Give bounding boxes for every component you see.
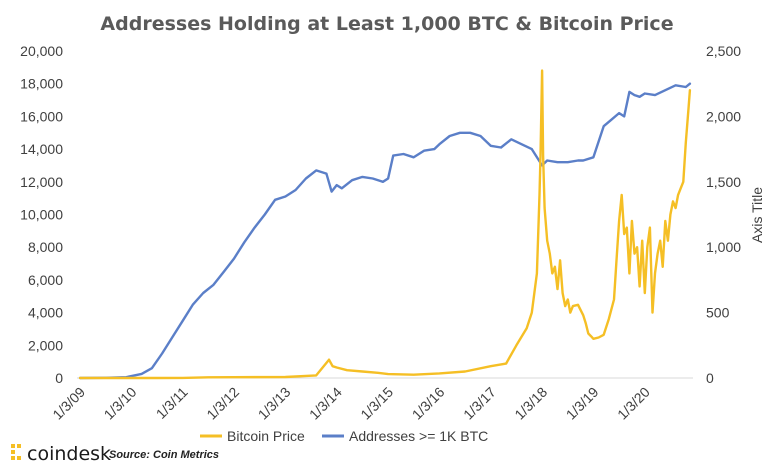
- chart-title: Addresses Holding at Least 1,000 BTC & B…: [100, 13, 673, 35]
- x-tick-label: 1/3/19: [563, 384, 602, 423]
- y-left-tick-label: 14,000: [20, 141, 63, 157]
- y-left-tick-label: 18,000: [20, 76, 63, 92]
- y-left-tick-label: 2,000: [28, 337, 63, 353]
- y-axis-left: 0 2,000 4,000 6,000 8,000 10,000 12,000 14,000 1…: [20, 43, 63, 386]
- x-axis: 1/3/09 1/3/10 1/3/11 1/3/12 1/3/13 1/3/14 1/3/…: [49, 384, 653, 423]
- y-left-tick-label: 16,000: [20, 108, 63, 124]
- y-left-tick-label: 12,000: [20, 174, 63, 190]
- series-line-addresses: [78, 82, 692, 380]
- source-note: Source: Coin Metrics: [109, 449, 219, 461]
- plot-area: [78, 69, 692, 380]
- y-right-tick-label: 500: [706, 305, 730, 321]
- x-tick-label: 1/3/17: [460, 384, 499, 423]
- legend-label-addresses: Addresses >= 1K BTC: [349, 428, 488, 444]
- x-tick-label: 1/3/20: [614, 384, 653, 423]
- y-right-tick-label: 1,000: [706, 239, 741, 255]
- x-tick-label: 1/3/14: [306, 384, 345, 423]
- y-left-tick-label: 8,000: [28, 239, 63, 255]
- x-tick-label: 1/3/13: [255, 384, 294, 423]
- x-tick-label: 1/3/10: [101, 384, 140, 423]
- y-axis-right-title: Axis Title: [749, 187, 765, 243]
- y-left-tick-label: 20,000: [20, 43, 63, 59]
- y-right-tick-label: 1,500: [706, 174, 741, 190]
- x-tick-label: 1/3/16: [409, 384, 448, 423]
- y-left-tick-label: 0: [55, 370, 63, 386]
- series-line-bitcoin-price: [78, 69, 692, 380]
- legend: Bitcoin Price Addresses >= 1K BTC: [200, 428, 488, 444]
- y-right-tick-label: 2,500: [706, 43, 741, 59]
- y-left-tick-label: 4,000: [28, 305, 63, 321]
- x-tick-label: 1/3/11: [153, 384, 191, 422]
- x-tick-label: 1/3/09: [49, 384, 88, 423]
- x-tick-label: 1/3/15: [357, 384, 396, 423]
- y-right-tick-label: 0: [706, 370, 714, 386]
- y-right-tick-label: 2,000: [706, 108, 741, 124]
- y-left-tick-label: 10,000: [20, 207, 63, 223]
- y-axis-right: 0 500 1,000 1,500 2,000 2,500: [706, 43, 741, 386]
- legend-label-bitcoin-price: Bitcoin Price: [227, 428, 305, 444]
- x-tick-label: 1/3/18: [511, 384, 550, 423]
- y-left-tick-label: 6,000: [28, 272, 63, 288]
- x-tick-label: 1/3/12: [203, 384, 242, 423]
- coindesk-dots-icon: [11, 444, 21, 460]
- brand-logo-text: coindesk: [27, 443, 111, 465]
